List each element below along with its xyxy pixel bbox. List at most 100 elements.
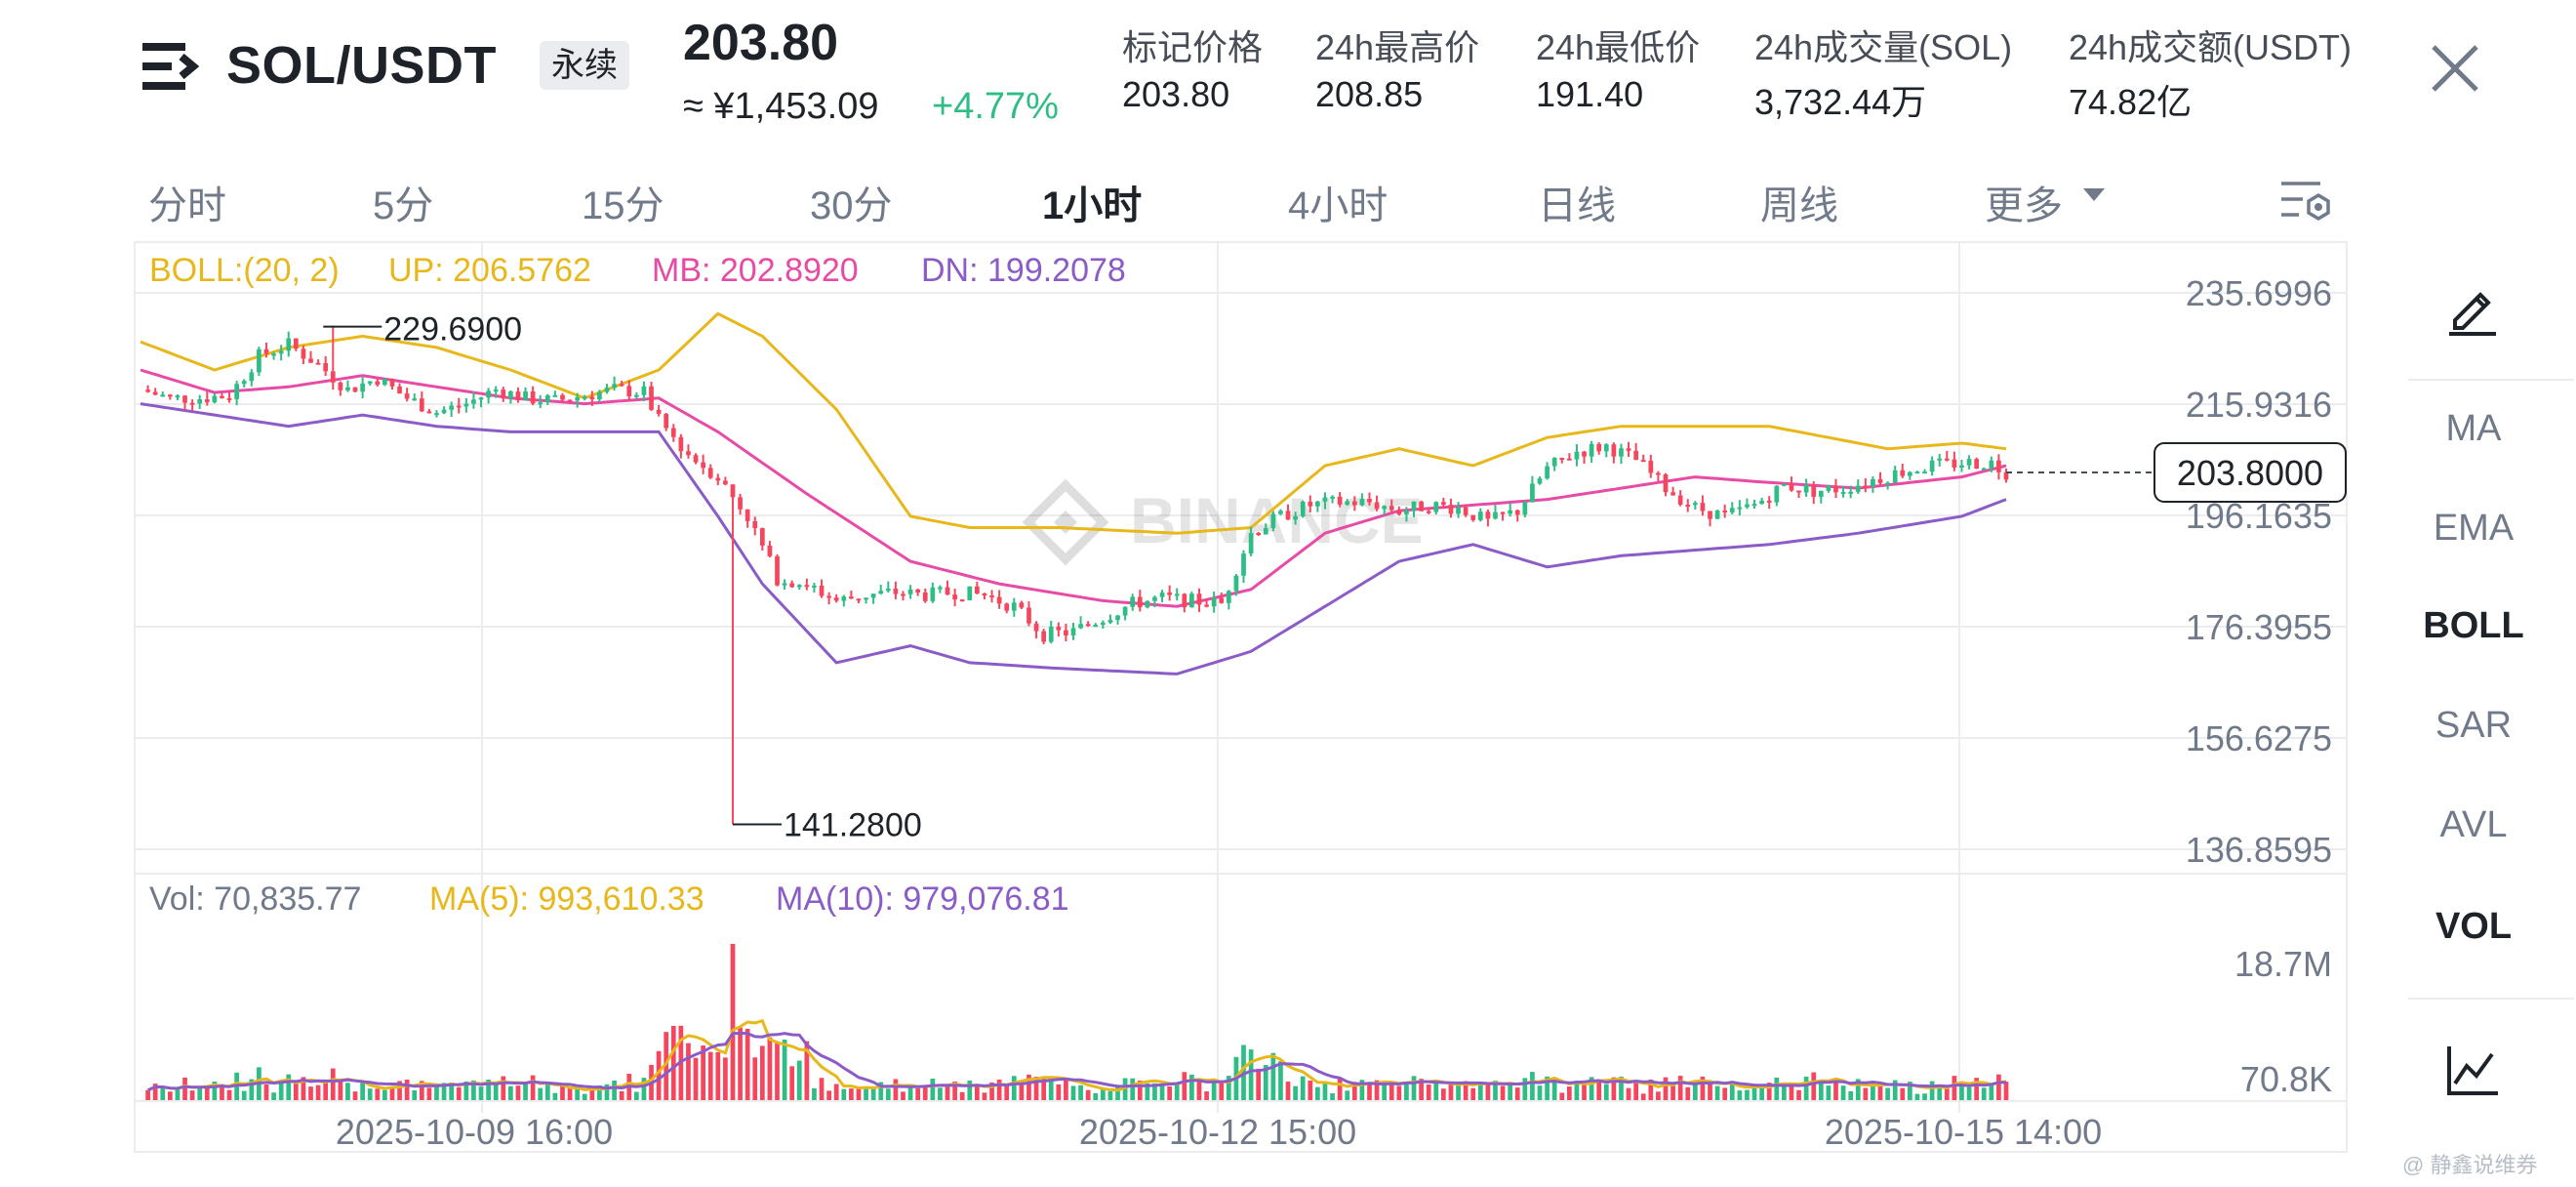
tab-5m[interactable]: 5分 [373, 184, 434, 227]
toolbar-divider [2408, 998, 2574, 1000]
pair-title[interactable]: SOL/USDT [226, 36, 498, 95]
candle-body [382, 379, 387, 386]
candle-body [530, 390, 536, 404]
volume-bar [1241, 1044, 1246, 1100]
volume-bar [1708, 1084, 1712, 1100]
indicator-avl[interactable]: AVL [2439, 804, 2508, 845]
volume-bar [1411, 1076, 1417, 1100]
volume-bar [1337, 1078, 1343, 1100]
indicator-sar[interactable]: SAR [2435, 705, 2513, 746]
candle-body [1745, 504, 1750, 508]
volume-bar [1300, 1076, 1306, 1100]
volume-bar [419, 1081, 424, 1100]
volume-bar [1374, 1080, 1380, 1100]
candle-body [1989, 460, 1994, 469]
candle-body [1419, 501, 1424, 512]
candle-body [2003, 471, 2009, 480]
volume-bar [1908, 1082, 1912, 1100]
price-annotations: 229.6900 141.2800 203.8000 [323, 311, 2347, 844]
volume-bar [796, 1060, 802, 1100]
volume-bar [1078, 1085, 1083, 1100]
candle-body [878, 591, 884, 594]
tab-1h[interactable]: 1小时 [1042, 184, 1143, 227]
volume-bar [589, 1089, 595, 1100]
mark-price-value: 203.80 [1122, 74, 1230, 114]
indicator-chart-icon[interactable] [2443, 1041, 2502, 1099]
tab-1d[interactable]: 日线 [1538, 184, 1616, 227]
tab-fenshi[interactable]: 分时 [148, 184, 226, 227]
candle-body [1640, 460, 1646, 463]
volume-bar [1004, 1083, 1010, 1100]
tab-30m[interactable]: 30分 [810, 184, 893, 227]
volume-bar [1848, 1090, 1854, 1100]
draw-pencil-icon[interactable] [2445, 281, 2500, 336]
candle-body [1351, 501, 1357, 506]
candle-body [1152, 596, 1157, 601]
candle-body [404, 393, 410, 399]
boll-middle-line [140, 368, 2007, 608]
candle-body [1085, 624, 1091, 627]
candle-body [582, 396, 587, 399]
close-icon[interactable] [2428, 41, 2482, 96]
candle-body [1729, 508, 1735, 512]
volume-bar [641, 1078, 647, 1100]
tab-4h[interactable]: 4小时 [1288, 184, 1389, 227]
volume-bar [1766, 1083, 1772, 1100]
volume-bar [1115, 1086, 1120, 1100]
volume-bar [1064, 1079, 1068, 1100]
tab-15m[interactable]: 15分 [582, 184, 664, 227]
volume-bar [1211, 1080, 1217, 1100]
volume-bar [1345, 1090, 1350, 1100]
indicator-ema[interactable]: EMA [2433, 508, 2515, 549]
volume-bar [1137, 1080, 1143, 1100]
time-tick-label: 2025-10-15 14:00 [1825, 1112, 2102, 1152]
candle-body [1619, 448, 1624, 457]
volume-bar [1315, 1086, 1320, 1100]
candle-body [515, 391, 521, 401]
candle-body [441, 409, 447, 414]
volume-bar [582, 1093, 587, 1100]
candle-body [1766, 500, 1772, 503]
high-marker-label: 229.6900 [383, 311, 522, 348]
candle-body [812, 585, 817, 588]
indicator-boll[interactable]: BOLL [2423, 605, 2524, 646]
candle-body [649, 386, 654, 410]
candle-body [1782, 483, 1787, 486]
tab-1w[interactable]: 周线 [1760, 184, 1838, 227]
chart-settings-icon[interactable] [2279, 176, 2332, 225]
candle-body [1589, 443, 1594, 457]
volume-bar [1611, 1077, 1617, 1100]
candle-body [945, 587, 950, 595]
candle-body [1737, 507, 1743, 510]
volume-bar [1477, 1082, 1483, 1100]
candle-body [1056, 627, 1062, 631]
volume-bar [189, 1090, 195, 1100]
candle-body [338, 382, 343, 390]
volume-bar [893, 1079, 899, 1100]
caret-down-icon[interactable] [2083, 188, 2105, 201]
indicator-vol[interactable]: VOL [2435, 906, 2513, 947]
indicator-ma[interactable]: MA [2445, 408, 2502, 449]
candle-body [1559, 458, 1565, 461]
volume-bar [271, 1092, 276, 1100]
volume-bar [1685, 1086, 1691, 1100]
menu-icon[interactable] [142, 39, 203, 94]
volume-bar [160, 1086, 166, 1100]
candle-body [1456, 507, 1461, 514]
volume-bar [1589, 1077, 1594, 1100]
candle-body [1959, 465, 1964, 469]
volume-bar [167, 1091, 173, 1100]
candle-body [197, 399, 203, 404]
candle-body [870, 594, 876, 598]
candle-body [1270, 513, 1276, 529]
volume-bar [1626, 1087, 1631, 1100]
volume-bar [382, 1089, 387, 1100]
candle-body [775, 555, 780, 586]
volume-bar [1863, 1087, 1869, 1100]
volume-bar [707, 1051, 713, 1100]
volume-bar [515, 1085, 521, 1100]
volume-bar [1789, 1085, 1794, 1100]
tab-more[interactable]: 更多 [1985, 184, 2063, 227]
candle-body [686, 451, 691, 456]
